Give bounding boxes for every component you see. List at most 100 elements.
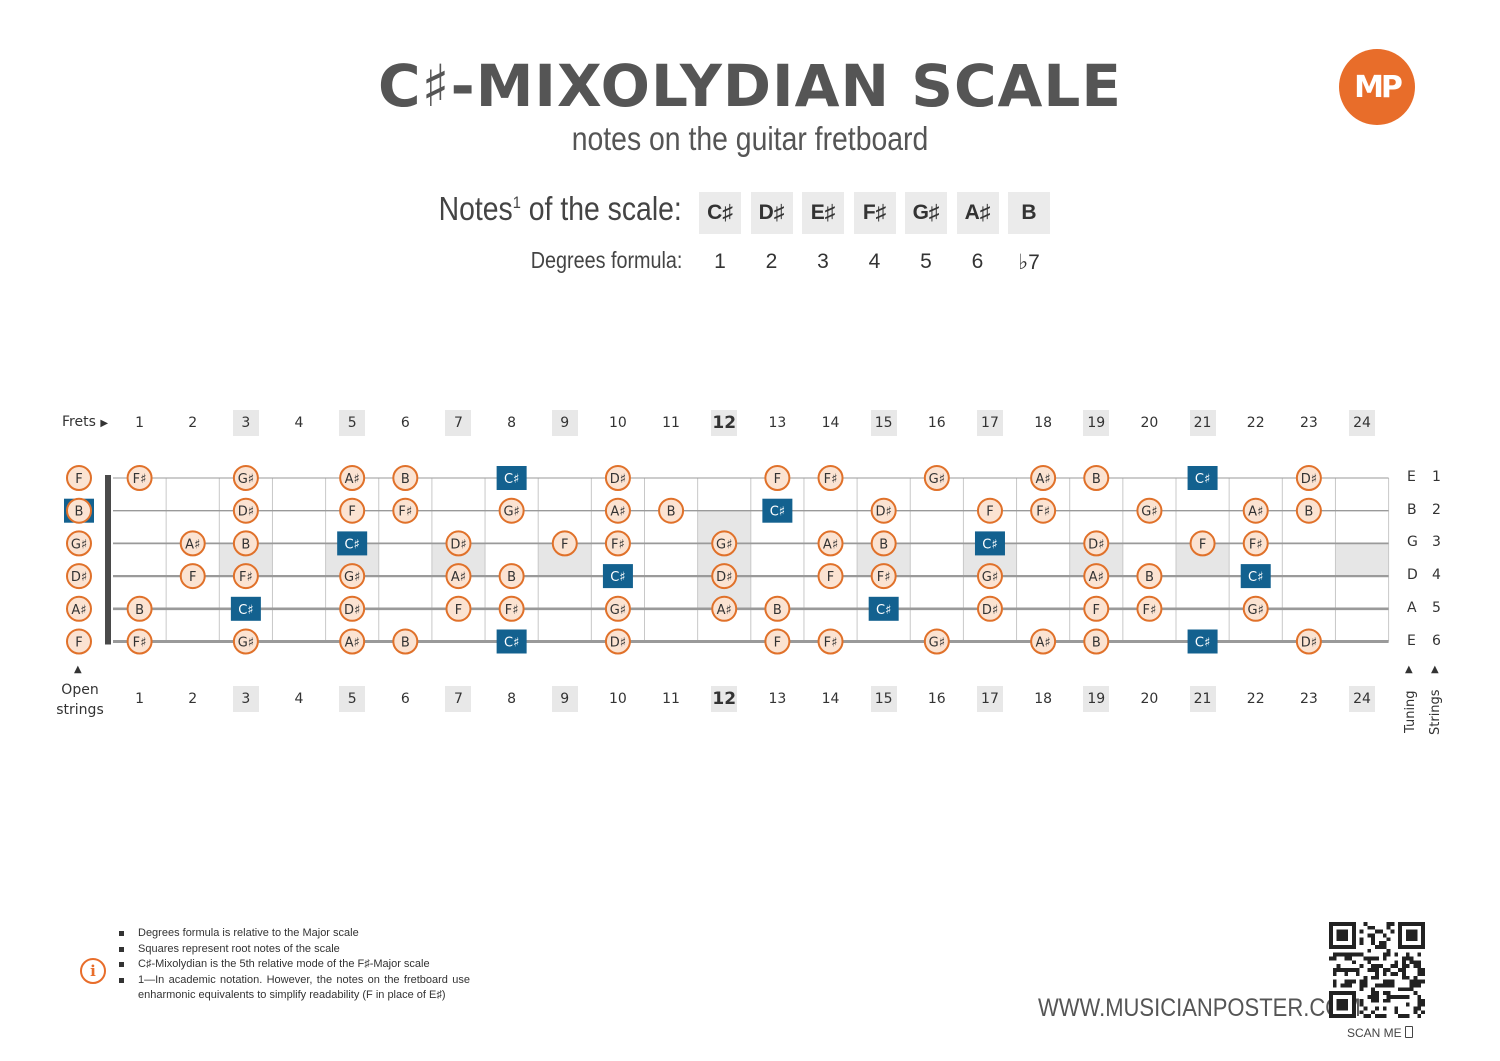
fret-number: 11 (662, 415, 680, 431)
fret-number: 8 (507, 691, 517, 707)
root-note-marker (230, 596, 261, 621)
note-label: G♯ (929, 636, 945, 651)
note-label: F♯ (505, 603, 519, 618)
note-marker (817, 530, 844, 557)
fret-number: 14 (821, 691, 840, 707)
note-marker (817, 465, 844, 491)
note-label: A♯ (1089, 570, 1104, 585)
root-note-marker (1187, 466, 1218, 490)
string-number: 1 (1432, 469, 1441, 485)
note-label: F♯ (1036, 505, 1050, 520)
note-label: B (401, 472, 410, 487)
note-label: G♯ (982, 570, 998, 585)
note-label: G♯ (1141, 505, 1157, 520)
notes-of-scale-label: Notes1 of the scale: (438, 190, 682, 227)
fret-number: 12 (711, 686, 738, 712)
root-note-marker (762, 498, 793, 523)
note-marker (179, 530, 206, 557)
footnotes-list: Degrees formula is relative to the Major… (117, 926, 470, 1004)
note-marker (232, 628, 259, 655)
qr-code[interactable] (1329, 922, 1425, 1018)
fret-number: 20 (1140, 691, 1159, 707)
note-label: D♯ (344, 603, 360, 618)
note-label: C♯ (1248, 570, 1263, 585)
note-label: F (561, 537, 568, 552)
note-marker (604, 497, 631, 524)
note-marker (339, 563, 366, 590)
fret-number: 1 (135, 691, 145, 707)
tuning-arrow: ▲ (1405, 664, 1413, 675)
note-label: F (1199, 537, 1206, 552)
note-label: F (75, 472, 82, 487)
note-marker (232, 465, 259, 491)
fret-number: 24 (1349, 410, 1376, 436)
note-label: C♯ (1195, 472, 1210, 487)
note-marker (976, 595, 1003, 622)
note-label: F (774, 472, 781, 487)
note-marker (1083, 628, 1110, 655)
root-note-marker (496, 629, 527, 654)
note-label: C♯ (344, 537, 359, 552)
footnote-item: Squares represent root notes of the scal… (117, 942, 470, 958)
website-link[interactable]: WWW.MUSICIANPOSTER.COM (1038, 994, 1361, 1022)
note-label: D♯ (716, 570, 732, 585)
note-marker (339, 465, 366, 491)
fret-number: 6 (400, 415, 410, 431)
note-marker (1030, 628, 1057, 655)
note-label: F♯ (1143, 603, 1157, 618)
scale-degree: 6 (971, 250, 984, 273)
footnote-item: 1—In academic notation. However, the not… (117, 973, 470, 1004)
note-marker (1136, 563, 1163, 590)
page-subtitle: notes on the guitar fretboard (571, 120, 929, 157)
note-label: C♯ (1195, 636, 1210, 651)
fret-number: 16 (927, 415, 946, 431)
note-label: A♯ (345, 472, 360, 487)
note-label: G♯ (238, 636, 254, 651)
root-note-marker (974, 531, 1005, 556)
note-marker (976, 497, 1003, 524)
note-marker (1030, 465, 1057, 491)
page-title: C♯-MIXOLYDIAN SCALE (377, 52, 1123, 120)
fret-number: 1 (135, 415, 145, 431)
note-label: G♯ (344, 570, 360, 585)
note-marker (1295, 465, 1322, 491)
note-label: F♯ (611, 537, 625, 552)
note-marker (870, 563, 897, 590)
note-label: F (75, 636, 82, 651)
note-label: F♯ (398, 505, 412, 520)
note-marker (551, 530, 578, 557)
note-marker (445, 595, 472, 622)
note-marker (764, 465, 791, 491)
note-label: F (455, 603, 462, 618)
note-label: C♯ (504, 472, 519, 487)
note-marker (392, 497, 419, 524)
note-label: B (507, 570, 516, 585)
note-label: F (1093, 603, 1100, 618)
fret-number: 22 (1246, 415, 1265, 431)
scale-degree: 5 (920, 250, 932, 273)
note-label: F♯ (133, 472, 147, 487)
note-label: F♯ (877, 570, 891, 585)
fret-number: 3 (232, 410, 259, 436)
note-label: D♯ (450, 537, 466, 552)
note-marker (179, 563, 206, 590)
note-label: D♯ (876, 505, 892, 520)
fret-number: 3 (232, 686, 259, 712)
note-label: C♯ (770, 505, 785, 520)
note-marker (870, 530, 897, 557)
note-marker (1136, 497, 1163, 524)
note-marker (392, 628, 419, 655)
fret-number: 2 (188, 691, 198, 707)
phone-icon (1405, 1026, 1414, 1038)
string-number: 2 (1432, 501, 1441, 518)
note-label: D♯ (1301, 636, 1317, 651)
scale-note: F♯ (853, 192, 896, 234)
fret-number: 17 (976, 686, 1003, 712)
open-strings-arrow: ▲ (74, 664, 82, 675)
note-label: A♯ (345, 636, 360, 651)
note-label: C♯ (238, 603, 253, 618)
note-marker (232, 497, 259, 524)
note-label: D♯ (238, 505, 254, 520)
note-marker (817, 628, 844, 655)
note-label: D♯ (610, 472, 626, 487)
